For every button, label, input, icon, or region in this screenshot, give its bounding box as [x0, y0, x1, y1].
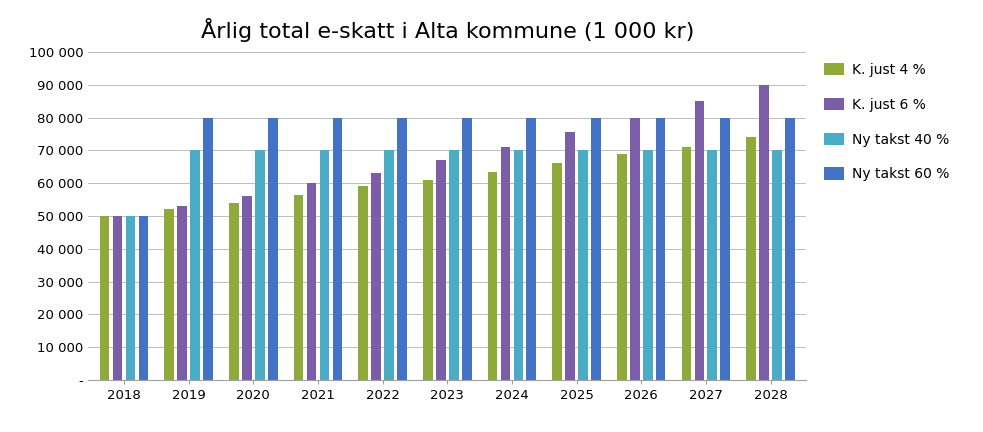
- Bar: [500, 147, 510, 380]
- Bar: [527, 118, 536, 380]
- Bar: [785, 118, 794, 380]
- Bar: [203, 118, 213, 380]
- Bar: [578, 150, 588, 380]
- Bar: [307, 183, 317, 380]
- Bar: [630, 118, 640, 380]
- Bar: [359, 187, 368, 380]
- Bar: [126, 216, 136, 380]
- Bar: [449, 150, 459, 380]
- Legend: K. just 4 %, K. just 6 %, Ny takst 40 %, Ny takst 60 %: K. just 4 %, K. just 6 %, Ny takst 40 %,…: [820, 59, 954, 186]
- Bar: [462, 118, 472, 380]
- Bar: [191, 150, 200, 380]
- Bar: [319, 150, 329, 380]
- Bar: [255, 150, 264, 380]
- Bar: [656, 118, 665, 380]
- Bar: [267, 118, 277, 380]
- Bar: [384, 150, 394, 380]
- Bar: [643, 150, 653, 380]
- Bar: [746, 137, 756, 380]
- Bar: [332, 118, 342, 380]
- Bar: [229, 203, 239, 380]
- Bar: [435, 160, 445, 380]
- Bar: [423, 180, 433, 380]
- Bar: [294, 195, 304, 380]
- Bar: [759, 85, 769, 380]
- Bar: [721, 118, 730, 380]
- Bar: [617, 154, 626, 380]
- Bar: [708, 150, 718, 380]
- Bar: [565, 132, 575, 380]
- Bar: [164, 210, 174, 380]
- Bar: [772, 150, 781, 380]
- Bar: [139, 216, 148, 380]
- Bar: [552, 163, 562, 380]
- Bar: [372, 173, 381, 380]
- Bar: [513, 150, 523, 380]
- Bar: [100, 216, 109, 380]
- Bar: [695, 101, 704, 380]
- Bar: [177, 206, 187, 380]
- Bar: [591, 118, 601, 380]
- Bar: [397, 118, 407, 380]
- Bar: [681, 147, 691, 380]
- Bar: [113, 216, 123, 380]
- Title: Årlig total e-skatt i Alta kommune (1 000 kr): Årlig total e-skatt i Alta kommune (1 00…: [201, 18, 694, 42]
- Bar: [242, 196, 252, 380]
- Bar: [488, 172, 497, 380]
